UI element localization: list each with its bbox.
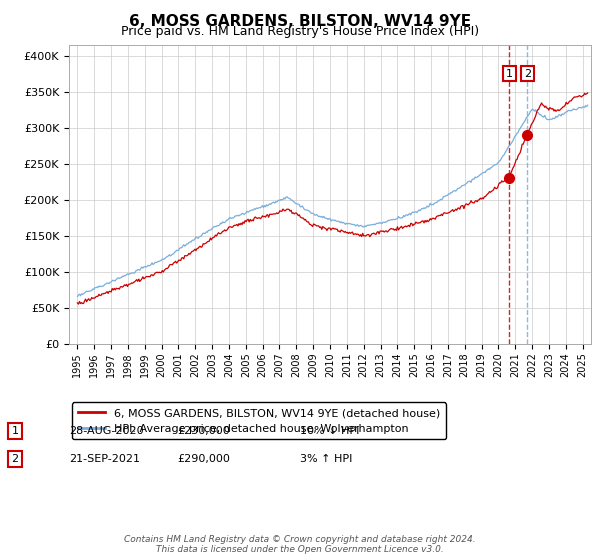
Text: 2: 2 [524, 69, 531, 78]
Text: 2: 2 [11, 454, 19, 464]
Text: £290,000: £290,000 [177, 454, 230, 464]
Text: Contains HM Land Registry data © Crown copyright and database right 2024.
This d: Contains HM Land Registry data © Crown c… [124, 535, 476, 554]
Text: Price paid vs. HM Land Registry's House Price Index (HPI): Price paid vs. HM Land Registry's House … [121, 25, 479, 38]
Text: 10% ↓ HPI: 10% ↓ HPI [300, 426, 359, 436]
Text: 21-SEP-2021: 21-SEP-2021 [69, 454, 140, 464]
Text: 1: 1 [11, 426, 19, 436]
Text: 1: 1 [506, 69, 513, 78]
Text: 28-AUG-2020: 28-AUG-2020 [69, 426, 143, 436]
Text: 6, MOSS GARDENS, BILSTON, WV14 9YE: 6, MOSS GARDENS, BILSTON, WV14 9YE [129, 14, 471, 29]
Text: 3% ↑ HPI: 3% ↑ HPI [300, 454, 352, 464]
Legend: 6, MOSS GARDENS, BILSTON, WV14 9YE (detached house), HPI: Average price, detache: 6, MOSS GARDENS, BILSTON, WV14 9YE (deta… [72, 403, 446, 439]
Text: £230,000: £230,000 [177, 426, 230, 436]
